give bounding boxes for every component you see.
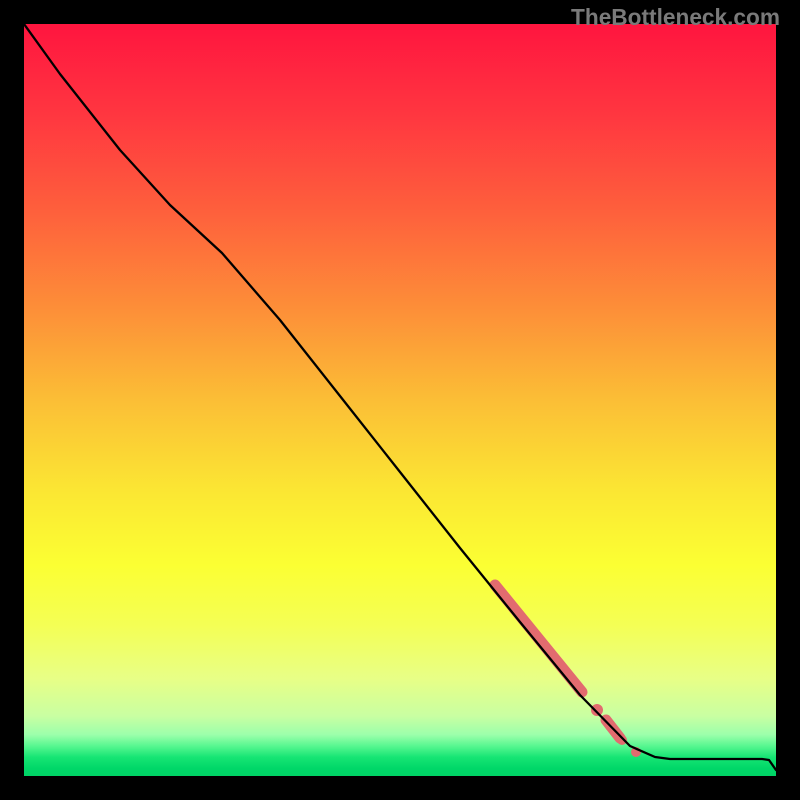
chart-stage: TheBottleneck.com	[0, 0, 800, 800]
gradient-background	[24, 24, 776, 776]
chart-svg	[0, 0, 800, 800]
highlight-dot	[591, 704, 603, 716]
